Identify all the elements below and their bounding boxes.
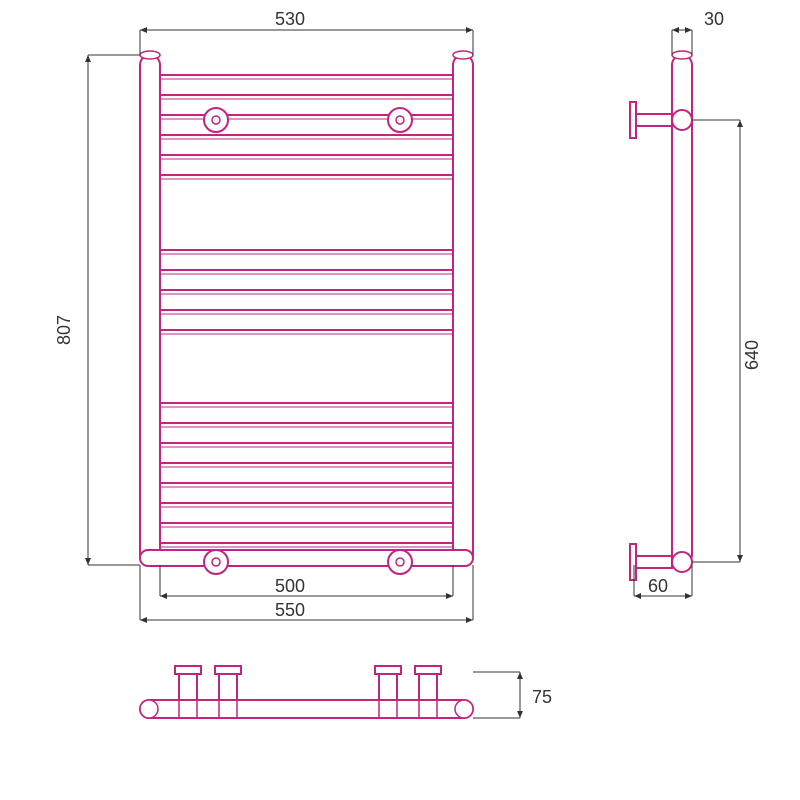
top-end <box>140 700 158 718</box>
dimension-label: 550 <box>275 600 305 620</box>
mount-point-inner <box>396 116 404 124</box>
top-fitting <box>379 672 397 700</box>
side-bracket-arm <box>634 556 672 568</box>
dimension-label: 75 <box>532 687 552 707</box>
mount-point-inner <box>396 558 404 566</box>
top-fitting-cap <box>375 666 401 674</box>
technical-drawing: 530 30 807 640 500 550 60 75 <box>0 0 800 800</box>
dimension-label: 530 <box>275 9 305 29</box>
cap <box>453 51 473 59</box>
top-fitting-cap <box>175 666 201 674</box>
dimension-label: 30 <box>704 9 724 29</box>
side-collector <box>672 55 692 565</box>
mount-point-inner <box>212 116 220 124</box>
top-fitting <box>179 672 197 700</box>
front-elevation <box>140 51 473 574</box>
mount-point-inner <box>212 558 220 566</box>
top-plan-view <box>140 666 473 718</box>
dimension-label: 640 <box>742 340 762 370</box>
left-collector <box>140 55 160 565</box>
top-fitting <box>219 672 237 700</box>
side-cap <box>672 51 692 59</box>
dimension-label: 500 <box>275 576 305 596</box>
side-mount-ring <box>672 110 692 130</box>
top-fitting <box>419 672 437 700</box>
side-bracket-arm <box>634 114 672 126</box>
bottom-pipe <box>140 550 473 566</box>
side-elevation <box>630 51 692 580</box>
cap <box>140 51 160 59</box>
right-collector <box>453 55 473 565</box>
dimension-label: 807 <box>54 315 74 345</box>
side-bracket-plate <box>630 102 636 138</box>
top-fitting-cap <box>415 666 441 674</box>
dimension-label: 60 <box>648 576 668 596</box>
side-mount-ring <box>672 552 692 572</box>
top-fitting-cap <box>215 666 241 674</box>
side-bracket-plate <box>630 544 636 580</box>
top-bar <box>140 700 473 718</box>
top-end <box>455 700 473 718</box>
